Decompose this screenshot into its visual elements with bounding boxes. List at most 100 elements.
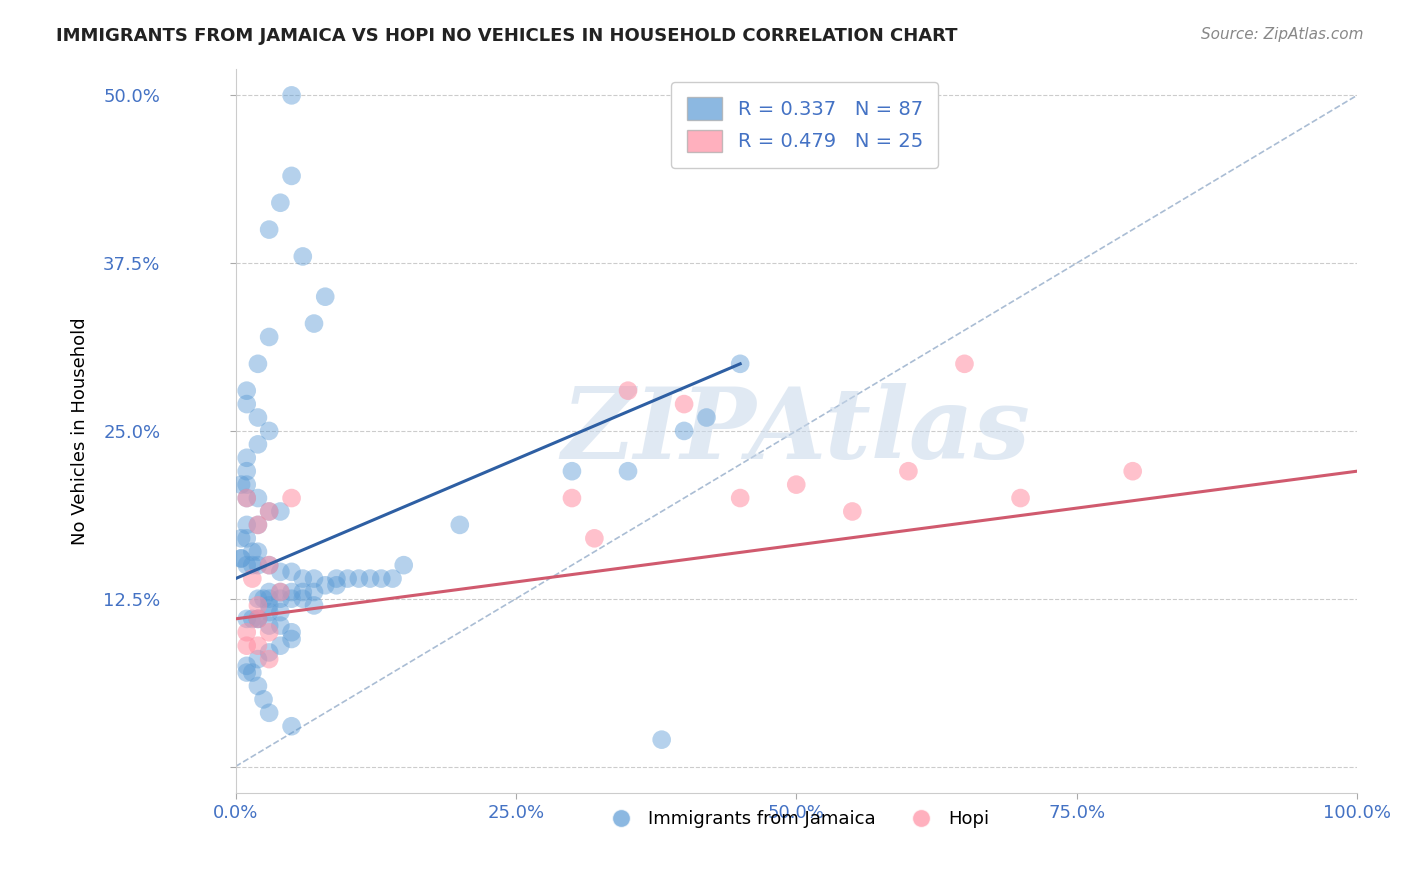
Point (314, 578, 336, 592)
Point (246, 357, 269, 371)
Point (269, 639, 291, 653)
Point (246, 517, 269, 532)
Point (269, 591, 291, 606)
Legend: Immigrants from Jamaica, Hopi: Immigrants from Jamaica, Hopi (596, 803, 997, 835)
Point (561, 491, 583, 505)
Point (235, 612, 257, 626)
Point (252, 591, 274, 606)
Point (269, 195, 291, 210)
Point (302, 572, 325, 586)
Point (235, 625, 257, 640)
Point (229, 551, 252, 566)
Point (257, 706, 280, 720)
Point (235, 658, 257, 673)
Point (1010, 491, 1032, 505)
Point (257, 591, 280, 606)
Point (257, 330, 280, 344)
Point (381, 572, 404, 586)
Point (246, 639, 269, 653)
Point (235, 384, 257, 398)
Point (302, 585, 325, 599)
Point (235, 517, 257, 532)
Point (359, 572, 381, 586)
Point (291, 572, 314, 586)
Point (235, 464, 257, 478)
Point (280, 88, 302, 103)
Point (280, 585, 302, 599)
Point (728, 491, 751, 505)
Point (257, 645, 280, 659)
Point (280, 565, 302, 579)
Point (257, 558, 280, 573)
Point (257, 222, 280, 236)
Point (257, 558, 280, 573)
Point (246, 679, 269, 693)
Point (280, 625, 302, 640)
Point (785, 477, 807, 491)
Point (229, 551, 252, 566)
Point (246, 410, 269, 425)
Point (673, 397, 696, 411)
Point (291, 585, 314, 599)
Point (235, 639, 257, 653)
Point (314, 290, 336, 304)
Point (246, 558, 269, 573)
Point (257, 504, 280, 518)
Point (246, 517, 269, 532)
Point (229, 531, 252, 545)
Point (280, 719, 302, 733)
Point (291, 249, 314, 263)
Point (336, 572, 359, 586)
Point (246, 437, 269, 451)
Text: ZIPAtlas: ZIPAtlas (562, 383, 1031, 479)
Point (257, 599, 280, 613)
Point (392, 558, 415, 573)
Point (280, 632, 302, 646)
Point (246, 612, 269, 626)
Point (269, 618, 291, 632)
Point (269, 605, 291, 619)
Point (235, 558, 257, 573)
Text: IMMIGRANTS FROM JAMAICA VS HOPI NO VEHICLES IN HOUSEHOLD CORRELATION CHART: IMMIGRANTS FROM JAMAICA VS HOPI NO VEHIC… (56, 27, 957, 45)
Point (257, 585, 280, 599)
Point (246, 591, 269, 606)
Point (246, 599, 269, 613)
Point (651, 732, 673, 747)
Point (246, 491, 269, 505)
Point (246, 545, 269, 559)
Point (897, 464, 920, 478)
Y-axis label: No Vehicles in Household: No Vehicles in Household (72, 318, 89, 545)
Point (449, 517, 471, 532)
Text: Source: ZipAtlas.com: Source: ZipAtlas.com (1201, 27, 1364, 42)
Point (302, 599, 325, 613)
Point (257, 652, 280, 666)
Point (257, 618, 280, 632)
Point (280, 491, 302, 505)
Point (302, 317, 325, 331)
Point (235, 397, 257, 411)
Point (280, 591, 302, 606)
Point (269, 585, 291, 599)
Point (235, 491, 257, 505)
Point (841, 504, 863, 518)
Point (229, 477, 252, 491)
Point (246, 612, 269, 626)
Point (953, 357, 976, 371)
Point (269, 565, 291, 579)
Point (257, 605, 280, 619)
Point (280, 169, 302, 183)
Point (257, 424, 280, 438)
Point (246, 612, 269, 626)
Point (583, 531, 606, 545)
Point (246, 652, 269, 666)
Point (235, 531, 257, 545)
Point (1122, 464, 1144, 478)
Point (291, 591, 314, 606)
Point (235, 477, 257, 491)
Point (617, 384, 640, 398)
Point (252, 692, 274, 706)
Point (728, 357, 751, 371)
Point (269, 585, 291, 599)
Point (269, 504, 291, 518)
Point (235, 450, 257, 465)
